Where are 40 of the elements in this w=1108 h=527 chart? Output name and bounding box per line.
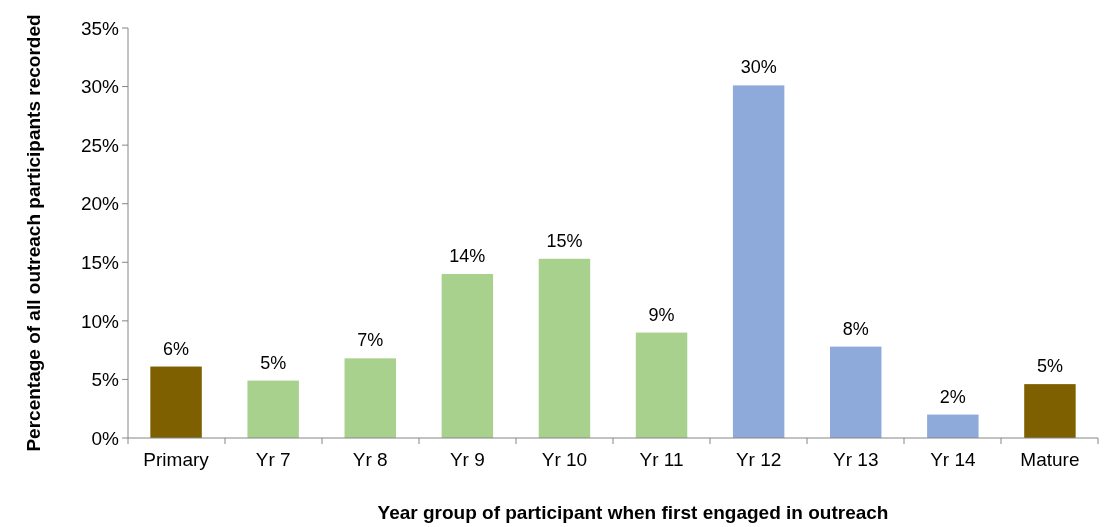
data-label: 7%: [357, 330, 384, 351]
bar: [247, 380, 299, 438]
data-label: 14%: [449, 246, 486, 266]
y-tick-label: 0%: [91, 427, 120, 449]
bar: [538, 258, 591, 438]
x-axis-title: Year group of participant when first engaged in outreach: [377, 502, 889, 523]
bar: [344, 358, 396, 438]
y-tick-label: 10%: [80, 310, 120, 332]
bar: [1024, 384, 1076, 438]
x-tick-label: Yr 9: [449, 449, 485, 470]
bar: [635, 332, 688, 438]
y-tick-label: 15%: [80, 251, 120, 273]
x-tick-label: Yr 11: [639, 449, 684, 470]
x-tick-label: Yr 14: [930, 449, 976, 470]
y-axis-title: Percentage of all outreach participants recorded: [23, 14, 44, 452]
bar: [441, 274, 494, 438]
data-label: 5%: [260, 352, 287, 373]
x-tick-label: Yr 13: [833, 449, 879, 470]
data-label: 30%: [740, 57, 777, 78]
x-tick-label: Mature: [1020, 449, 1080, 470]
x-tick-label: Yr 7: [255, 449, 291, 470]
data-label: 8%: [842, 318, 869, 339]
bar: [150, 366, 202, 438]
data-label: 9%: [648, 304, 675, 325]
bar: [927, 414, 979, 438]
bar: [830, 346, 882, 438]
data-label: 2%: [939, 386, 966, 407]
y-tick-label: 30%: [80, 76, 120, 98]
data-label: 6%: [163, 338, 190, 359]
y-tick-label: 35%: [80, 17, 120, 39]
x-tick-label: Yr 12: [735, 449, 782, 470]
x-tick-label: Primary: [143, 449, 210, 470]
x-tick-label: Yr 8: [352, 449, 388, 470]
y-tick-label: 25%: [80, 134, 120, 156]
bar: [732, 85, 785, 438]
y-tick-label: 5%: [91, 369, 120, 391]
data-label: 5%: [1036, 356, 1063, 377]
x-tick-label: Yr 10: [541, 449, 588, 470]
y-tick-label: 20%: [80, 193, 120, 215]
data-label: 15%: [546, 230, 583, 251]
